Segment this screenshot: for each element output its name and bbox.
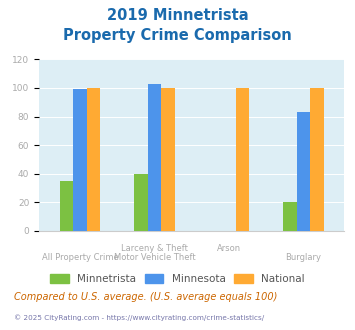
Bar [283, 202, 297, 231]
Bar [236, 88, 249, 231]
Bar [310, 88, 323, 231]
Text: © 2025 CityRating.com - https://www.cityrating.com/crime-statistics/: © 2025 CityRating.com - https://www.city… [14, 314, 264, 321]
Text: Larceny & Theft: Larceny & Theft [121, 244, 188, 253]
Bar [134, 174, 148, 231]
Legend: Minnetrista, Minnesota, National: Minnetrista, Minnesota, National [47, 271, 308, 287]
Text: 2019 Minnetrista: 2019 Minnetrista [107, 8, 248, 23]
Bar [87, 88, 100, 231]
Text: Burglary: Burglary [285, 253, 321, 262]
Text: All Property Crime: All Property Crime [42, 253, 118, 262]
Text: Property Crime Comparison: Property Crime Comparison [63, 28, 292, 43]
Bar [73, 89, 87, 231]
Text: Arson: Arson [217, 244, 241, 253]
Text: Motor Vehicle Theft: Motor Vehicle Theft [114, 253, 195, 262]
Text: Compared to U.S. average. (U.S. average equals 100): Compared to U.S. average. (U.S. average … [14, 292, 278, 302]
Bar [148, 84, 161, 231]
Bar [60, 181, 73, 231]
Bar [297, 112, 310, 231]
Bar [161, 88, 175, 231]
